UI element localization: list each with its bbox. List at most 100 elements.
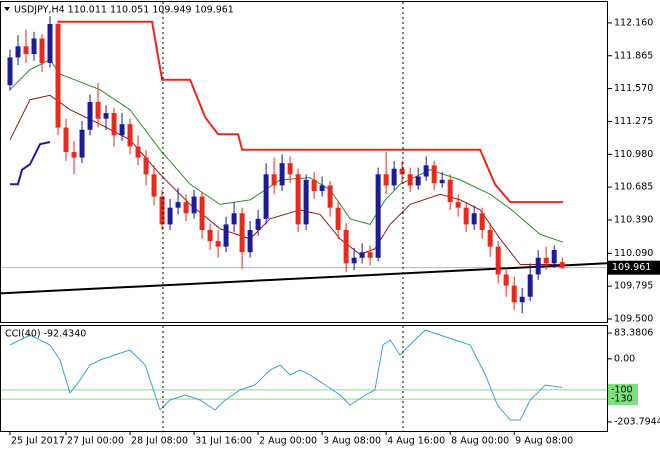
candle-body — [135, 146, 141, 158]
candle-body — [535, 257, 541, 275]
y-tick-label: 109.795 — [614, 281, 653, 292]
x-tick-label: 28 Jul 08:00 — [131, 436, 188, 447]
candle-body — [151, 174, 157, 197]
y-tick-label: 83.3806 — [614, 327, 653, 338]
indicator-line — [9, 59, 564, 243]
candle-body — [375, 174, 381, 258]
candle-body — [423, 165, 429, 177]
candle-body — [447, 179, 453, 203]
y-tick-label: 109.500 — [614, 313, 653, 324]
candle-body — [463, 207, 469, 225]
candle-body — [383, 174, 389, 186]
candle-body — [263, 174, 269, 219]
candle-body — [399, 168, 405, 175]
candle-body — [79, 129, 85, 158]
candle-body — [143, 157, 149, 175]
candle-body — [167, 207, 173, 225]
candle-body — [295, 174, 301, 225]
candle-body — [247, 229, 253, 253]
candle-body — [271, 174, 277, 186]
candle-body — [407, 174, 413, 186]
candle-body — [63, 127, 69, 153]
plot-layer — [0, 16, 608, 421]
candle-body — [111, 113, 117, 136]
candle-body — [495, 246, 501, 275]
menu-arrow[interactable] — [4, 7, 10, 11]
candle-body — [519, 296, 525, 303]
candle-body — [343, 229, 349, 264]
candle-body — [391, 168, 397, 186]
cci-frame — [0, 325, 608, 432]
x-tick-label: 25 Jul 2017 — [11, 436, 65, 447]
candle-body — [431, 165, 437, 184]
main-frame — [0, 1, 608, 323]
candle-body — [175, 202, 181, 208]
x-tick-label: 4 Aug 16:00 — [387, 436, 445, 447]
y-tick-label: 110.980 — [614, 149, 653, 160]
y-tick-label: 111.865 — [614, 50, 653, 61]
x-tick-label: 27 Jul 00:00 — [67, 436, 124, 447]
indicator-line — [9, 94, 563, 265]
candle-body — [255, 218, 261, 230]
candle-body — [199, 196, 205, 230]
candle-body — [183, 202, 189, 214]
candle-body — [55, 24, 61, 128]
candle-body — [279, 163, 285, 186]
x-tick-label: 2 Aug 00:00 — [259, 436, 317, 447]
candle-body — [487, 229, 493, 247]
candle-body — [327, 185, 333, 208]
cci-title: CCI(40) -92.4340 — [5, 329, 86, 340]
candle-body — [207, 229, 213, 242]
candle-body — [15, 46, 21, 58]
y-tick-label: 110.090 — [614, 248, 653, 259]
candle-body — [119, 124, 125, 136]
y-tick-label: 110.685 — [614, 182, 653, 193]
candle-body — [527, 274, 533, 297]
y-tick-label: 110.390 — [614, 214, 653, 225]
candle-body — [191, 196, 197, 214]
y-tick-label: 112.160 — [614, 17, 653, 28]
candle-body — [471, 213, 477, 225]
candle-body — [503, 274, 509, 286]
candle-body — [159, 196, 165, 225]
candle-body — [455, 202, 461, 208]
candle-body — [439, 179, 445, 184]
level-label: -100 — [611, 384, 633, 395]
candle-body — [31, 38, 37, 55]
candle-body — [543, 257, 549, 264]
candle-body — [23, 46, 29, 55]
candle-body — [71, 152, 77, 158]
level-label: -130 — [611, 394, 633, 405]
cci-line — [9, 329, 563, 421]
candle-body — [319, 185, 325, 191]
candle-body — [479, 213, 485, 230]
candle-body — [351, 257, 357, 264]
indicator-line — [58, 20, 563, 204]
candle-body — [103, 113, 109, 119]
y-tick-label: -203.7944 — [614, 417, 660, 428]
candle-body — [231, 213, 237, 225]
level-box — [608, 383, 638, 396]
candle-body — [359, 252, 365, 258]
candle-body — [47, 24, 53, 63]
x-tick-label: 3 Aug 08:00 — [323, 436, 381, 447]
candle-body — [239, 213, 245, 253]
candle-body — [511, 285, 517, 303]
candle-body — [551, 249, 557, 264]
candle-body — [7, 57, 13, 86]
bid-box — [608, 260, 660, 275]
x-tick-label: 9 Aug 08:00 — [515, 436, 573, 447]
candle-body — [127, 124, 133, 147]
y-tick-label: 0.00 — [614, 353, 635, 364]
level-box — [608, 393, 638, 406]
candle-body — [95, 101, 101, 119]
x-tick-label: 31 Jul 16:00 — [195, 436, 252, 447]
candle-body — [311, 179, 317, 191]
y-tick-label: 111.275 — [614, 116, 653, 127]
candle-body — [39, 38, 45, 63]
x-tick-label: 8 Aug 00:00 — [451, 436, 509, 447]
candle-body — [415, 176, 421, 186]
candle-body — [215, 241, 221, 247]
